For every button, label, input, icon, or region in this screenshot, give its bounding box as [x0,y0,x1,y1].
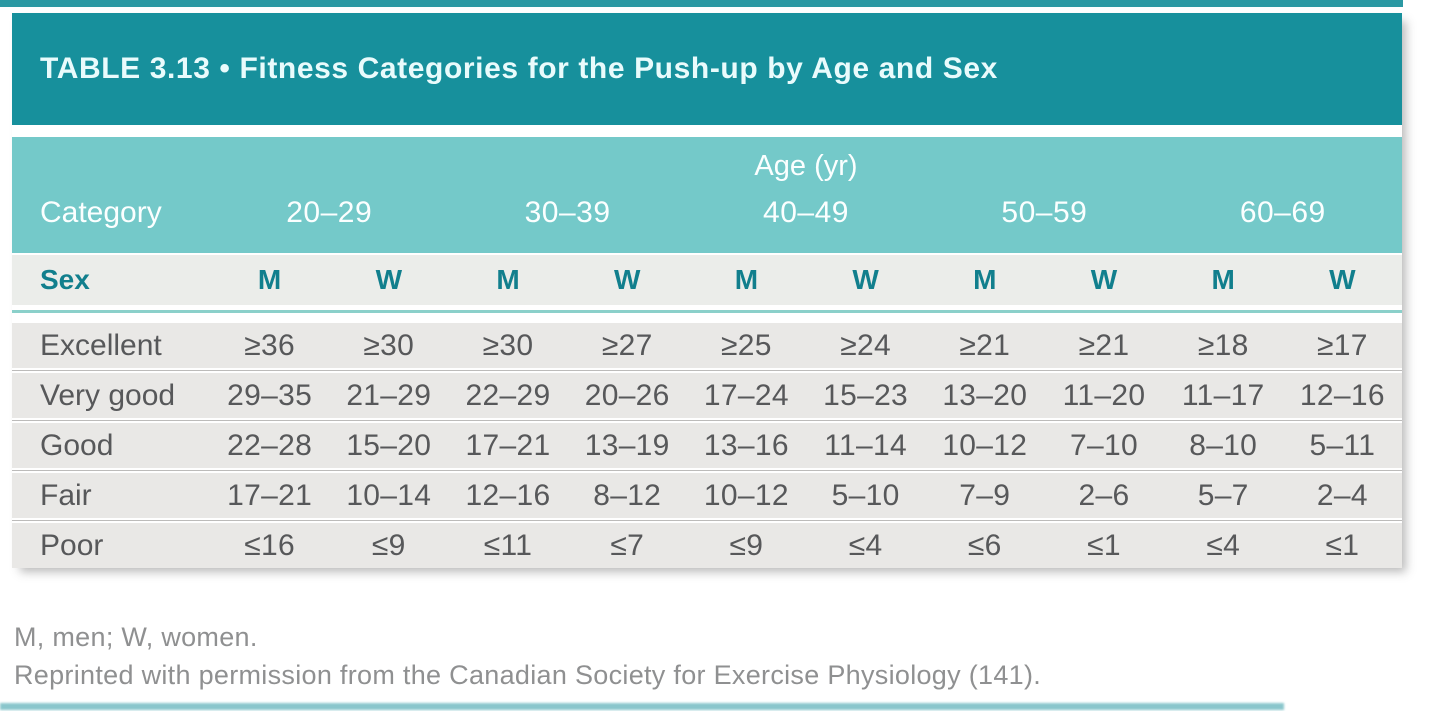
value-cell: 13–16 [703,428,789,462]
title-header-gap [12,125,1402,137]
footnote-abbreviations: M, men; W, women. [14,622,258,652]
table-body: Excellent ≥36 ≥30 ≥30 ≥27 ≥25 ≥24 ≥21 ≥21 ≥18 ≥17 V… [12,323,1402,568]
value-cell: 11–20 [1062,378,1146,412]
footnotes: M, men; W, women. Reprinted with permiss… [14,618,1041,694]
value-cell: ≤16 [244,528,295,562]
value-cell: ≥36 [244,328,295,362]
value-cell: 11–14 [824,428,907,462]
table-row: Excellent ≥36 ≥30 ≥30 ≥27 ≥25 ≥24 ≥21 ≥21 ≥18 ≥17 [12,323,1402,368]
age-group-header: 50–59 [1001,196,1088,229]
value-cell: ≥18 [1197,328,1249,362]
sex-label-women: W [1090,264,1118,295]
value-cell: ≥30 [482,328,534,362]
table-title-bar: TABLE 3.13 • Fitness Categories for the … [12,13,1402,125]
value-cell: ≥17 [1317,328,1368,362]
value-cell: 13–19 [584,428,670,462]
value-cell: 22–29 [465,378,551,412]
top-edge-strip [0,0,1403,7]
row-category-label: Fair [40,478,92,512]
table-row: Very good 29–35 21–29 22–29 20–26 17–24 15–23 1… [12,370,1402,418]
value-cell: 17–24 [703,378,789,412]
sex-label-women: W [375,264,402,295]
value-cell: ≤6 [967,528,1002,562]
value-cell: ≥21 [959,328,1011,362]
value-cell: ≤9 [729,528,764,562]
value-cell: 12–16 [465,478,551,512]
value-cell: 20–26 [584,378,670,412]
value-cell: 2–4 [1316,478,1368,512]
age-axis-label: Age (yr) [754,150,858,182]
sex-label-women: W [613,264,641,295]
table-row: Poor ≤16 ≤9 ≤11 ≤7 ≤9 ≤4 ≤6 ≤1 ≤4 ≤1 [12,520,1402,568]
fitness-categories-table: TABLE 3.13 • Fitness Categories for the … [12,13,1402,568]
value-cell: ≤9 [371,528,406,562]
value-cell: 10–12 [703,478,789,512]
table-title: TABLE 3.13 • Fitness Categories for the … [40,52,998,85]
value-cell: ≥24 [840,328,891,362]
value-cell: 7–9 [959,478,1011,512]
value-cell: 13–20 [942,378,1028,412]
value-cell: 10–12 [942,428,1028,462]
sex-label-men: M [257,264,282,295]
value-cell: 17–21 [227,478,313,512]
bottom-edge-strip [0,703,1284,710]
value-cell: ≤4 [1206,528,1241,562]
value-cell: ≥21 [1078,328,1130,362]
sex-label-men: M [734,264,759,295]
sex-label-men: M [973,264,997,295]
value-cell: 5–10 [831,478,900,512]
footnote-permission: Reprinted with permission from the Canad… [14,660,1042,690]
value-cell: ≤11 [483,528,533,562]
value-cell: 29–35 [227,378,313,412]
value-cell: 21–29 [346,378,432,412]
value-cell: 15–23 [823,378,909,412]
value-cell: ≥25 [721,328,772,362]
row-category-label: Very good [40,378,176,412]
value-cell: ≤1 [1087,528,1121,562]
header-body-separator-line [12,305,1402,323]
value-cell: ≤4 [848,528,883,562]
age-group-header: 30–39 [524,196,611,229]
age-header-band: Age (yr) Category 20–29 30–39 40–49 50–59 60… [12,137,1402,253]
sex-row-header: Sex [40,264,90,295]
value-cell: 17–21 [465,428,551,462]
value-cell: ≥30 [363,328,415,362]
value-cell: 11–17 [1181,378,1265,412]
value-cell: ≥27 [601,328,653,362]
row-category-label: Poor [40,528,104,562]
value-cell: 5–7 [1197,478,1249,512]
sex-label-men: M [496,264,520,295]
table-row: Good 22–28 15–20 17–21 13–19 13–16 11–14 10–12 7… [12,420,1402,468]
header-sex-divider [12,253,1402,255]
row-category-label: Good [40,428,114,462]
age-group-header: 60–69 [1239,196,1326,229]
table-row: Fair 17–21 10–14 12–16 8–12 10–12 5–10 7–9 2–6 5–… [12,470,1402,518]
age-group-header: 20–29 [286,196,373,229]
value-cell: 7–10 [1070,428,1138,462]
row-category-label: Excellent [40,328,162,362]
sex-label-women: W [852,264,879,295]
sex-label-men: M [1211,264,1235,295]
value-cell: 12–16 [1299,378,1385,412]
value-cell: ≤1 [1325,528,1360,562]
value-cell: 8–12 [593,478,662,512]
value-cell: 5–11 [1309,428,1376,462]
age-group-header: 40–49 [763,196,849,229]
value-cell: 22–28 [227,428,313,462]
value-cell: 8–10 [1189,428,1258,462]
category-column-header: Category [40,196,162,229]
value-cell: ≤7 [610,528,645,562]
sex-label-women: W [1329,264,1356,295]
value-cell: 10–14 [346,478,432,512]
value-cell: 15–20 [346,428,432,462]
sex-header-row: Sex M W M W M W M W M W [12,255,1402,305]
value-cell: 2–6 [1078,478,1130,512]
